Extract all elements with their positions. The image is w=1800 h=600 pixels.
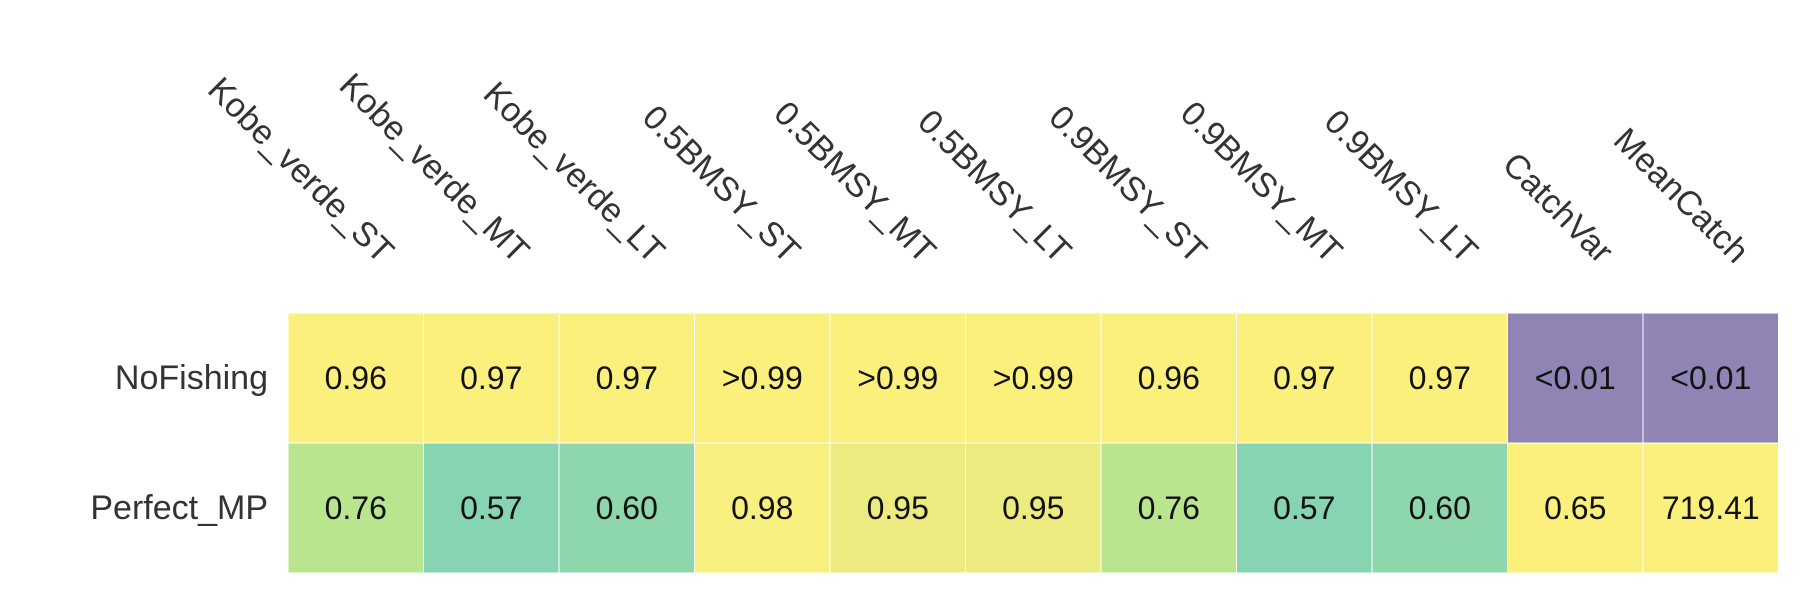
- heatmap-cell: [423, 312, 560, 444]
- row-label: Perfect_MP: [90, 489, 268, 527]
- heatmap-cell: [1100, 442, 1237, 574]
- cell-value-label: 0.97: [1273, 360, 1335, 396]
- cell-value-label: 0.95: [867, 490, 929, 526]
- heatmap-cell: [965, 312, 1102, 444]
- cell-value-label: 0.57: [1273, 490, 1335, 526]
- cell-value-label: 0.96: [1138, 360, 1200, 396]
- heatmap-cell: [1236, 312, 1373, 444]
- cell-value-label: 0.65: [1544, 490, 1606, 526]
- heatmap-cell: [1507, 442, 1644, 574]
- heatmap-cell: [1507, 312, 1644, 444]
- heatmap-cell: [1642, 312, 1779, 444]
- heatmap-cell: [1371, 442, 1508, 574]
- cell-value-label: >0.99: [857, 360, 938, 396]
- row-label: NoFishing: [115, 359, 268, 397]
- heatmap-cell: [829, 442, 966, 574]
- heatmap-cell: [558, 312, 695, 444]
- heatmap-cell: [287, 442, 424, 574]
- cell-value-label: >0.99: [993, 360, 1074, 396]
- cell-value-label: 0.98: [731, 490, 793, 526]
- cell-value-label: 0.60: [596, 490, 658, 526]
- heatmap-cell: [1236, 442, 1373, 574]
- heatmap-cell: [423, 442, 560, 574]
- cell-value-label: >0.99: [722, 360, 803, 396]
- cell-value-label: 0.96: [325, 360, 387, 396]
- cell-value-label: 0.76: [1138, 490, 1200, 526]
- column-label: CatchVar: [1495, 145, 1620, 270]
- heatmap-cell: [694, 312, 831, 444]
- cell-value-label: 0.60: [1409, 490, 1471, 526]
- cell-value-label: 0.97: [460, 360, 522, 396]
- cell-value-label: 0.95: [1002, 490, 1064, 526]
- column-label: MeanCatch: [1606, 121, 1756, 271]
- cell-value-label: 0.57: [460, 490, 522, 526]
- heatmap-cell: [829, 312, 966, 444]
- heatmap-cell: [558, 442, 695, 574]
- cell-value-label: 0.97: [1409, 360, 1471, 396]
- heatmap-cell: [965, 442, 1102, 574]
- heatmap-cell: [287, 312, 424, 444]
- heatmap-cell: [1642, 442, 1779, 574]
- heatmap-cell: [694, 442, 831, 574]
- cell-value-label: <0.01: [1670, 360, 1751, 396]
- cell-value-label: 0.76: [325, 490, 387, 526]
- cell-value-label: <0.01: [1535, 360, 1616, 396]
- cell-value-label: 719.41: [1662, 490, 1760, 526]
- cell-value-label: 0.97: [596, 360, 658, 396]
